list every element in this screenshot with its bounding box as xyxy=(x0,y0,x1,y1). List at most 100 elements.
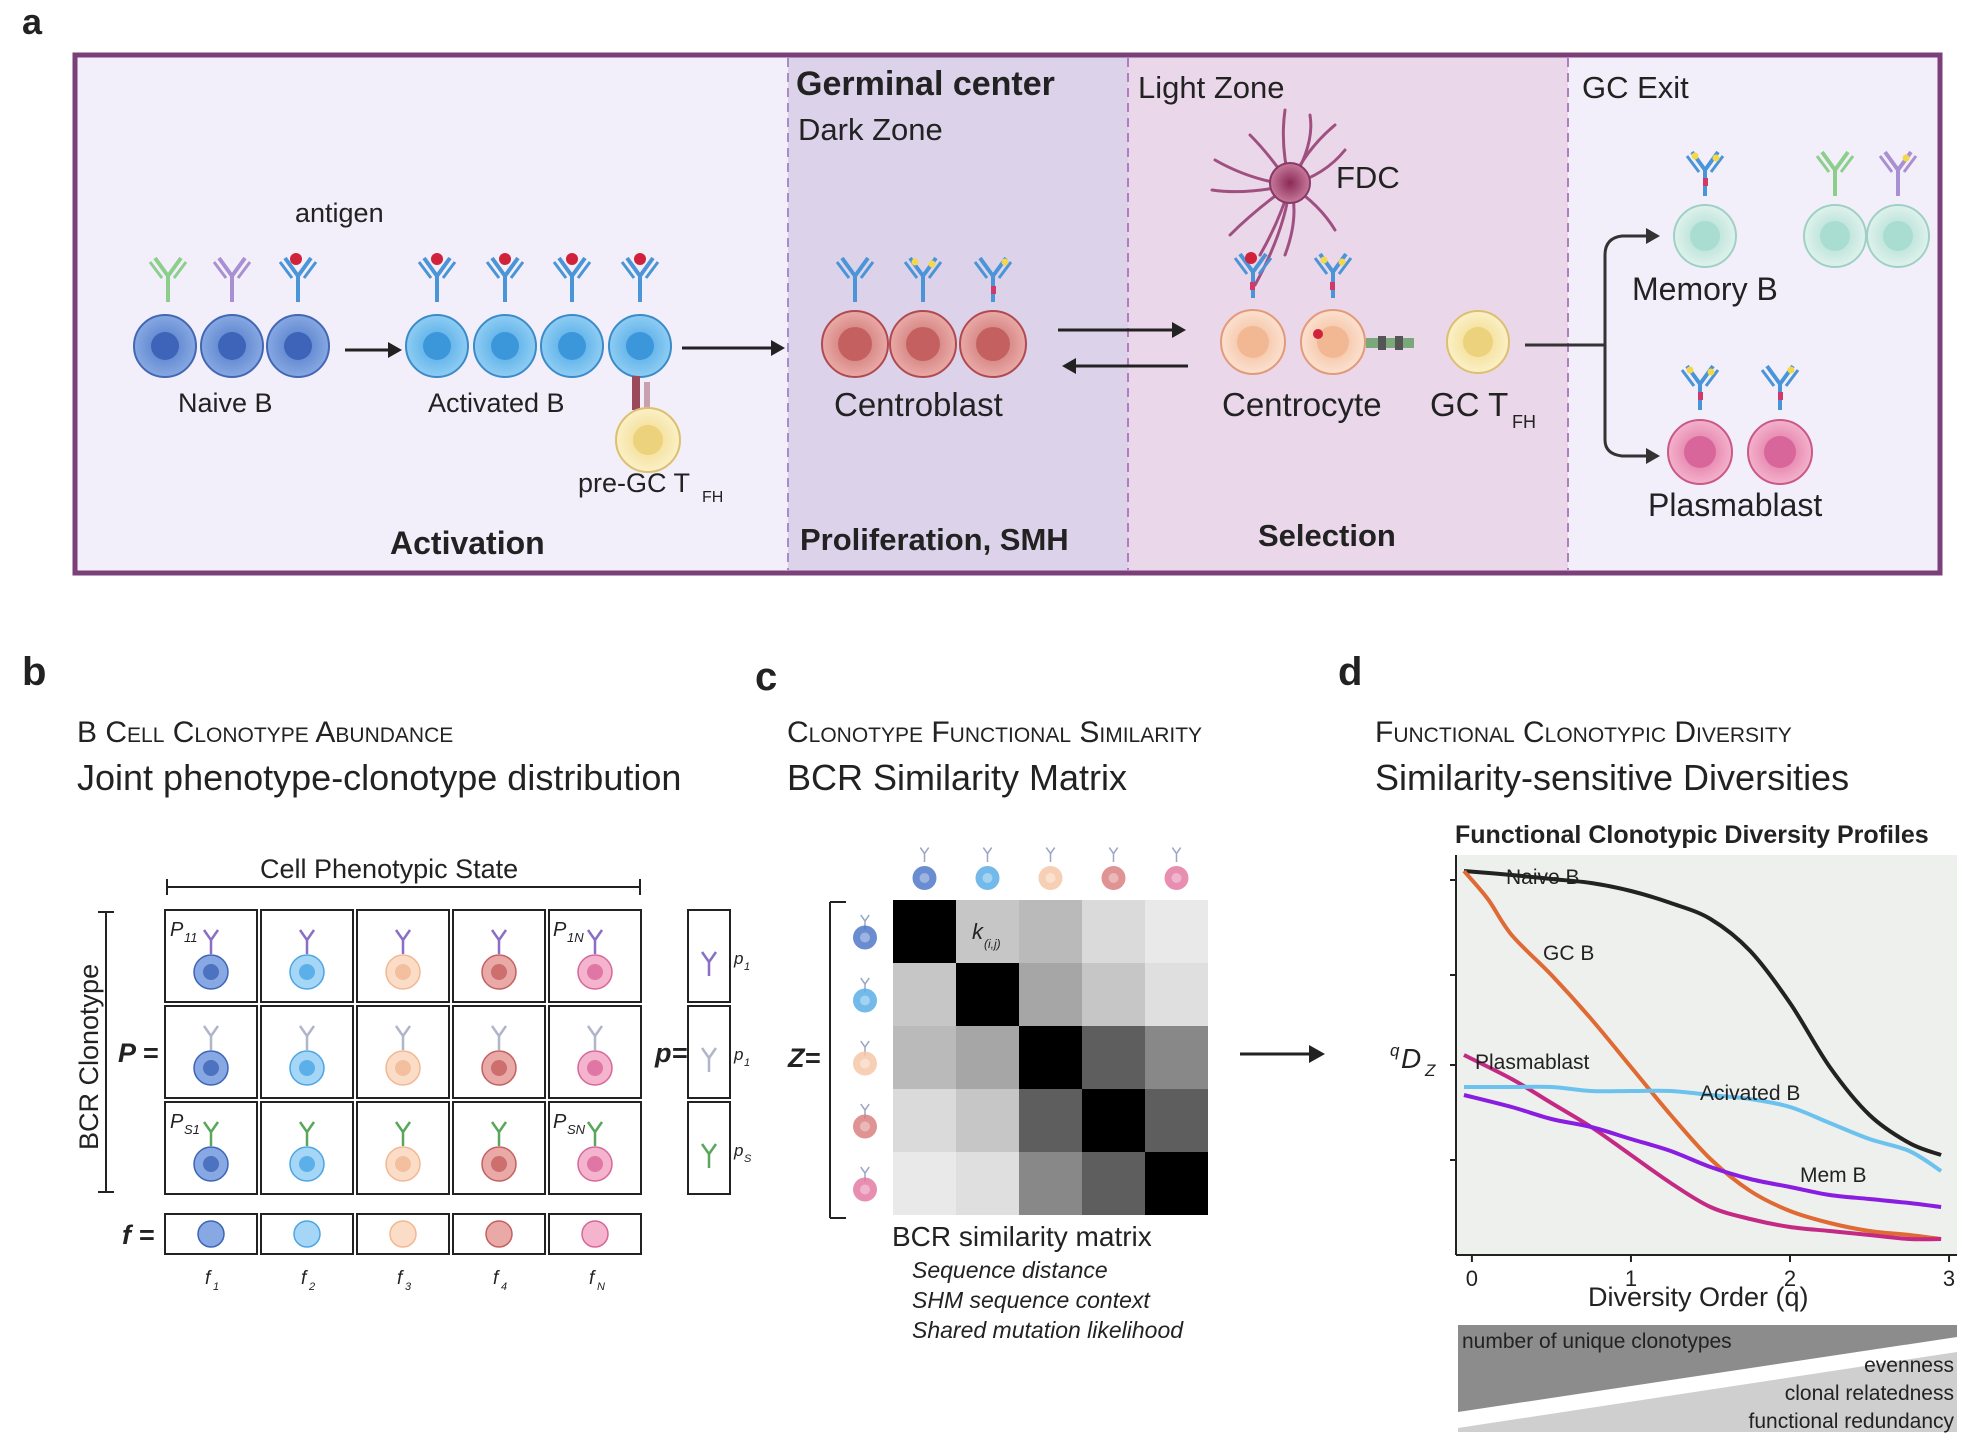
dark-zone-label: Dark Zone xyxy=(798,112,943,147)
memory-b-label: Memory B xyxy=(1632,271,1778,307)
matrix-note-2: SHM sequence context xyxy=(912,1287,1151,1313)
matrix-cell xyxy=(1145,900,1208,963)
matrix-cell xyxy=(1145,963,1208,1026)
panel-d-title: Functional Clonotypic Diversity xyxy=(1375,716,1792,749)
x-tick-label: 0 xyxy=(1466,1266,1478,1291)
centrocyte-cells xyxy=(1220,252,1510,375)
f-entry-subscript: 3 xyxy=(405,1281,412,1293)
cell-label-p11: P xyxy=(170,919,184,941)
matrix-cell xyxy=(1145,1089,1208,1152)
y-axis-label-sup: q xyxy=(1390,1041,1400,1060)
svg-text:SN: SN xyxy=(567,1122,586,1137)
f-entry-label: f xyxy=(589,1268,596,1289)
row-header: BCR Clonotype xyxy=(74,964,104,1150)
matrix-cell xyxy=(893,900,956,963)
matrix-cell xyxy=(1019,1089,1082,1152)
plasmablast-label: Plasmablast xyxy=(1648,487,1822,523)
svg-text:(i,j): (i,j) xyxy=(984,937,1001,951)
p-entry-subscript: S xyxy=(744,1153,752,1165)
svg-text:S1: S1 xyxy=(184,1122,200,1137)
centrocyte-label: Centrocyte xyxy=(1222,386,1382,423)
centroblast-label: Centroblast xyxy=(834,386,1003,423)
p-vector-label: p= xyxy=(654,1038,687,1068)
stage-selection: Selection xyxy=(1258,518,1396,553)
antigen-dot-icon xyxy=(290,253,302,265)
series-label-activated-b: Acivated B xyxy=(1700,1082,1800,1105)
fdc-cell-icon xyxy=(1210,108,1347,287)
matrix-cell xyxy=(1082,1026,1145,1089)
svg-text:11: 11 xyxy=(184,930,198,945)
series-line-mem-b xyxy=(1463,1093,1942,1209)
tcr-receptor-icon xyxy=(632,376,640,410)
x-tick-label: 3 xyxy=(1943,1266,1955,1291)
y-axis-label-sub: Z xyxy=(1424,1061,1436,1080)
column-antibody-icon xyxy=(919,846,930,863)
phenotype-cell-icon xyxy=(389,1220,417,1248)
matrix-cell xyxy=(956,963,1019,1026)
cell-label-ps1: P xyxy=(170,1111,184,1133)
matrix-note-1: Sequence distance xyxy=(912,1257,1108,1283)
matrix-cell xyxy=(1145,1026,1208,1089)
antigen-label: antigen xyxy=(295,198,384,228)
memory-b-cells xyxy=(1673,150,1930,268)
Z-matrix-label: Z= xyxy=(787,1043,820,1073)
synapse-icon xyxy=(1366,338,1414,348)
series-label-plasmablast: Plasmablast xyxy=(1475,1051,1590,1074)
phenotype-cell-icon xyxy=(197,1220,225,1248)
series-label-mem-b: Mem B xyxy=(1800,1164,1867,1187)
row-cell-icon xyxy=(853,1177,877,1202)
matrix-cell xyxy=(1082,1152,1145,1215)
f-entry-label: f xyxy=(301,1268,308,1289)
matrix-cell xyxy=(1019,900,1082,963)
triangle-lower xyxy=(1458,1352,1957,1432)
gc-exit-label: GC Exit xyxy=(1582,70,1689,105)
matrix-cell xyxy=(893,1026,956,1089)
matrix-cell xyxy=(893,963,956,1026)
naive-b-cells xyxy=(133,253,330,378)
column-antibody-icon xyxy=(1171,846,1182,863)
column-antibody-icon xyxy=(1108,846,1119,863)
matrix-cell xyxy=(956,1026,1019,1089)
triangle-upper xyxy=(1458,1325,1957,1412)
triangle-label-redundancy: functional redundancy xyxy=(1749,1410,1955,1433)
f-entry-subscript: 4 xyxy=(501,1281,507,1293)
matrix-cell xyxy=(1019,1152,1082,1215)
matrix-cell xyxy=(893,1089,956,1152)
row-cell-icon xyxy=(853,988,877,1013)
row-cell-icon xyxy=(853,1114,877,1139)
clonotype-vector: p 1p 1p S xyxy=(687,909,752,1195)
k-ij-label: k xyxy=(972,919,984,944)
gc-tfh-label: GC T xyxy=(1430,386,1508,423)
matrix-title: BCR similarity matrix xyxy=(892,1221,1152,1252)
panel-c-subtitle: BCR Similarity Matrix xyxy=(787,757,1127,798)
panel-c-letter: c xyxy=(755,655,777,699)
activated-b-label: Activated B xyxy=(428,388,565,418)
svg-text:1N: 1N xyxy=(567,930,584,945)
clonotype-vector-cell xyxy=(687,1101,731,1195)
column-cell-icon xyxy=(912,866,937,890)
plot-area xyxy=(1456,855,1957,1255)
fdc-label: FDC xyxy=(1336,160,1400,195)
column-antibody-icon xyxy=(982,846,993,863)
p-entry-subscript: 1 xyxy=(744,1057,750,1069)
f-vector-label: f = xyxy=(122,1220,154,1250)
matrix-cell xyxy=(1082,963,1145,1026)
panel-d-letter: d xyxy=(1338,650,1362,694)
panel-a-letter: a xyxy=(22,1,43,42)
f-entry-subscript: N xyxy=(597,1281,605,1293)
x-tick-label: 2 xyxy=(1784,1266,1796,1291)
f-entry-label: f xyxy=(205,1268,212,1289)
p-entry-subscript: 1 xyxy=(744,961,750,973)
series-line-naive-b xyxy=(1463,869,1942,1157)
panel-b-subtitle: Joint phenotype-clonotype distribution xyxy=(77,757,681,798)
f-entry-subscript: 1 xyxy=(213,1281,219,1293)
column-cell-icon xyxy=(1164,866,1189,890)
f-entry-label: f xyxy=(493,1268,500,1289)
pre-gc-tfh-label: pre-GC T xyxy=(578,468,690,498)
matrix-cell xyxy=(956,1152,1019,1215)
series-line-gc-b xyxy=(1462,869,1942,1241)
joint-distribution-grid xyxy=(164,909,642,1195)
y-axis-label: D xyxy=(1401,1043,1421,1074)
p-entry-label: p xyxy=(733,1045,743,1064)
